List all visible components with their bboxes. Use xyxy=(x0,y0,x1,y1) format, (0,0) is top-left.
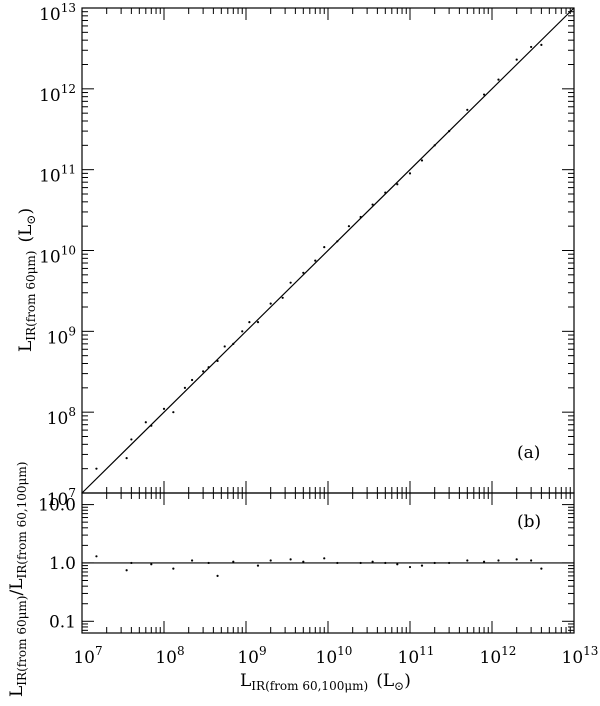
panel-b-point xyxy=(530,559,533,562)
panel-b-point xyxy=(130,561,133,565)
panel-b-point xyxy=(433,561,436,565)
panel-b-ylabel: LIR(from 60μm)/LIR(from 60,100μm) xyxy=(7,462,29,697)
panel-a-point xyxy=(232,342,235,345)
panel-a-point xyxy=(190,378,194,382)
panel-a-point xyxy=(183,386,187,389)
panel-b-x-tick-label: 108 xyxy=(155,644,184,668)
panel-b-point xyxy=(302,560,305,563)
panel-a-point xyxy=(150,424,153,427)
panel-a-point xyxy=(130,438,133,441)
panel-a-point xyxy=(302,271,305,274)
panel-b-x-tick-label: 107 xyxy=(73,644,102,668)
panel-b-point xyxy=(482,560,486,563)
panel-a-point xyxy=(281,296,284,299)
panel-a-point xyxy=(448,129,451,133)
panel-a-point xyxy=(216,359,219,363)
panel-b-point xyxy=(448,561,451,565)
reference-lines xyxy=(81,7,575,564)
panel-a-point xyxy=(289,281,292,284)
panel-a-point xyxy=(482,93,486,96)
panel-a-point xyxy=(202,370,205,373)
panel-a-one-to-one-line xyxy=(81,7,575,494)
panel-b-point xyxy=(384,561,387,565)
panel-a-point xyxy=(371,203,374,206)
panel-b-points xyxy=(95,555,543,577)
panel-b-point xyxy=(216,574,219,577)
panel-b-point xyxy=(359,561,362,565)
panel-b-point xyxy=(336,561,339,565)
panel-b-x-tick-label: 1012 xyxy=(480,644,517,668)
panel-a-point xyxy=(420,159,424,162)
panel-b-point xyxy=(172,567,175,570)
panel-b-point xyxy=(150,563,153,566)
panel-b-y-tick-label: 0.1 xyxy=(49,612,76,632)
panel-a-point xyxy=(125,457,128,460)
panel-a-points xyxy=(95,43,543,470)
panel-b-point xyxy=(396,563,399,566)
panel-a-point xyxy=(433,144,436,147)
panel-a-y-tick-label: 1011 xyxy=(39,163,76,187)
panel-a-point xyxy=(497,78,500,81)
panel-b-x-tick-label: 1010 xyxy=(316,644,353,668)
panel-a-point xyxy=(323,246,326,249)
panel-a-y-tick-label: 1013 xyxy=(39,1,76,25)
panel-a-y-tick-label: 109 xyxy=(47,324,76,348)
panel-b-point xyxy=(408,565,412,569)
panel-a-point xyxy=(223,345,226,348)
panel-a-point xyxy=(466,108,469,111)
panel-a-point xyxy=(347,225,351,228)
ticks-layer xyxy=(81,7,575,633)
panel-b-point xyxy=(371,560,374,563)
panel-a-y-tick-label: 107 xyxy=(47,486,76,510)
panel-b-point xyxy=(289,558,292,561)
panel-a-ylabel: LIR(from 60μm)(L⊙) xyxy=(16,208,38,352)
panel-a-point xyxy=(359,215,362,219)
panel-a-point xyxy=(530,45,533,49)
panel-a-point xyxy=(269,302,272,305)
panel-a-point xyxy=(336,240,339,243)
panel-b-point xyxy=(269,559,272,562)
panel-a-point xyxy=(515,58,518,61)
panel-a-point xyxy=(241,330,244,333)
panel-b-point xyxy=(466,559,469,562)
panel-a-point xyxy=(207,366,210,369)
panel-a-tag: (a) xyxy=(517,443,540,463)
panel-a-point xyxy=(95,467,98,470)
panel-b-point xyxy=(190,559,194,562)
panel-a-point xyxy=(256,321,260,324)
panel-a-y-tick-label: 1010 xyxy=(39,244,76,268)
panel-b-tag: (b) xyxy=(517,512,541,532)
panel-b-y-tick-label: 1.0 xyxy=(49,554,76,574)
panel-a-point xyxy=(408,172,412,175)
panel-b-y-tick-label: 10.0 xyxy=(38,496,76,516)
panel-a-point xyxy=(396,183,399,186)
panel-b-point xyxy=(95,555,98,558)
panel-b-x-tick-label: 109 xyxy=(237,644,266,668)
panel-a-y-tick-label: 108 xyxy=(47,405,76,429)
panel-b-x-tick-label: 1011 xyxy=(398,644,435,668)
panel-b-x-tick-label: 1013 xyxy=(562,644,599,668)
panel-b-point xyxy=(420,564,424,567)
panel-a-point xyxy=(162,407,166,410)
panel-a-point xyxy=(314,259,317,262)
panel-a-y-tick-label: 1012 xyxy=(39,82,76,106)
panel-b-point xyxy=(497,559,500,562)
panel-b-point xyxy=(232,560,235,563)
panel-a-point xyxy=(144,421,147,424)
panel-a-point xyxy=(172,411,175,414)
panel-a-point xyxy=(384,191,387,194)
panel-b-point xyxy=(125,569,128,572)
panel-a-point xyxy=(540,43,543,46)
panel-a-point xyxy=(248,321,251,324)
tick-labels-layer: 107 108 109 1010 1011 1012 1013 107 108 109 1010 10… xyxy=(38,1,598,668)
panel-b-point xyxy=(207,561,210,565)
panel-b-point xyxy=(515,558,518,561)
panel-b-xlabel: LIR(from 60,100μm) (L⊙) xyxy=(240,671,411,693)
panel-b-point xyxy=(256,564,260,567)
panel-b-point xyxy=(540,567,543,570)
panel-b-point xyxy=(323,557,326,560)
